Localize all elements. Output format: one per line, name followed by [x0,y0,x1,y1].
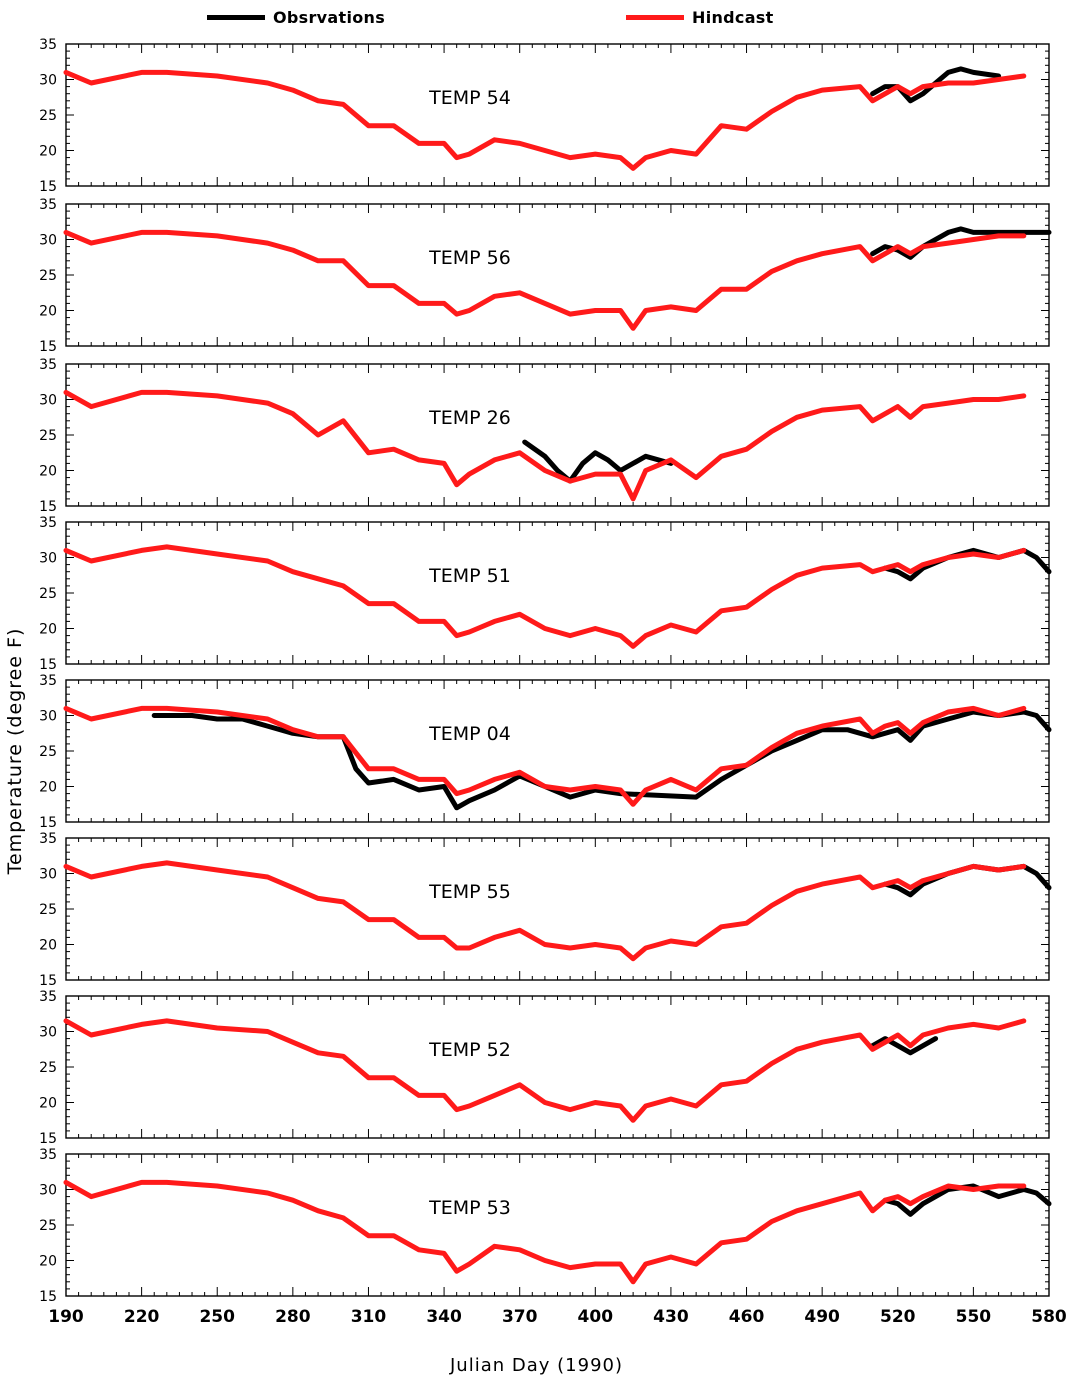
panel-title: TEMP 51 [428,565,511,587]
panel-frame-3 [65,363,1050,507]
series-line-observations [870,66,1002,104]
x-tick-label: 490 [804,1307,840,1327]
legend-swatch-hindcast [626,15,684,20]
y-tick-label: 30 [39,1183,57,1199]
y-tick-label: 25 [39,108,57,124]
y-tick-label: 30 [39,73,57,89]
y-tick-label: 25 [39,268,57,284]
legend-item-observations: Obsrvations [207,8,385,27]
panel-title: TEMP 54 [428,87,511,109]
panel-frame-7 [65,995,1050,1139]
x-tick-label: 430 [653,1307,689,1327]
y-tick-label: 30 [39,1025,57,1041]
legend-label-hindcast: Hindcast [692,8,774,27]
y-tick-label: 35 [39,1147,57,1163]
y-tick-label: 25 [39,586,57,602]
y-tick-label: 15 [39,1289,57,1305]
series-line-observations [522,439,674,484]
y-tick-label: 15 [39,1131,57,1147]
y-tick-label: 20 [39,1254,57,1270]
y-tick-label: 15 [39,815,57,831]
panel-frame-4 [65,521,1050,665]
y-tick-label: 30 [39,551,57,567]
y-tick-label: 20 [39,622,57,638]
legend-label-observations: Obsrvations [273,8,386,27]
y-tick-label: 25 [39,1218,57,1234]
y-tick-label: 25 [39,902,57,918]
x-tick-label: 190 [48,1307,84,1327]
y-tick-label: 30 [39,393,57,409]
y-tick-label: 35 [39,673,57,689]
y-axis-label: Temperature (degree F) [4,627,26,875]
y-tick-label: 35 [39,831,57,847]
y-tick-label: 35 [39,37,57,53]
y-tick-label: 20 [39,938,57,954]
x-tick-label: 220 [124,1307,160,1327]
y-tick-label: 20 [39,780,57,796]
y-tick-label: 30 [39,867,57,883]
series-line-hindcast [63,705,1027,807]
series-line-hindcast [63,860,1027,962]
panel-title: TEMP 52 [428,1039,511,1061]
y-tick-label: 20 [39,464,57,480]
y-tick-label: 15 [39,973,57,989]
panel-frame-2 [65,203,1050,347]
legend: Obsrvations Hindcast [0,0,1073,40]
y-tick-label: 20 [39,1096,57,1112]
series-line-hindcast [63,544,1027,649]
y-tick-label: 30 [39,709,57,725]
panel-frame-6 [65,837,1050,981]
series-line-observations [870,1036,939,1056]
x-tick-label: 580 [1031,1307,1067,1327]
x-tick-label: 520 [880,1307,916,1327]
y-tick-label: 20 [39,144,57,160]
series-line-hindcast [63,229,1027,331]
x-tick-label: 280 [275,1307,311,1327]
y-tick-label: 35 [39,515,57,531]
panel-title: TEMP 55 [428,881,511,903]
y-tick-label: 15 [39,339,57,355]
panel-frame-1 [65,43,1050,187]
y-tick-label: 35 [39,989,57,1005]
legend-swatch-observations [207,15,265,20]
y-tick-label: 30 [39,233,57,249]
y-tick-label: 25 [39,744,57,760]
x-tick-label: 370 [502,1307,538,1327]
series-line-hindcast [63,389,1027,502]
panel-frame-8 [65,1153,1050,1297]
x-tick-label: 550 [956,1307,992,1327]
x-tick-label: 460 [729,1307,765,1327]
panel-title: TEMP 53 [428,1197,511,1219]
y-tick-label: 15 [39,657,57,673]
x-tick-label: 400 [578,1307,614,1327]
panel-frame-5 [65,679,1050,823]
y-tick-label: 35 [39,357,57,373]
y-tick-label: 15 [39,499,57,515]
series-line-hindcast [63,1179,1027,1285]
y-tick-label: 35 [39,197,57,213]
legend-item-hindcast: Hindcast [626,8,774,27]
series-line-hindcast [63,1018,1027,1123]
panel-title: TEMP 26 [428,407,511,429]
x-tick-label: 250 [199,1307,235,1327]
y-tick-label: 20 [39,304,57,320]
panel-title: TEMP 04 [428,723,511,745]
y-tick-label: 15 [39,179,57,195]
y-tick-label: 25 [39,1060,57,1076]
y-tick-label: 25 [39,428,57,444]
series-line-hindcast [63,69,1027,171]
x-tick-label: 340 [426,1307,462,1327]
x-axis-label: Julian Day (1990) [450,1355,623,1376]
x-tick-label: 310 [351,1307,387,1327]
panel-title: TEMP 56 [428,247,511,269]
